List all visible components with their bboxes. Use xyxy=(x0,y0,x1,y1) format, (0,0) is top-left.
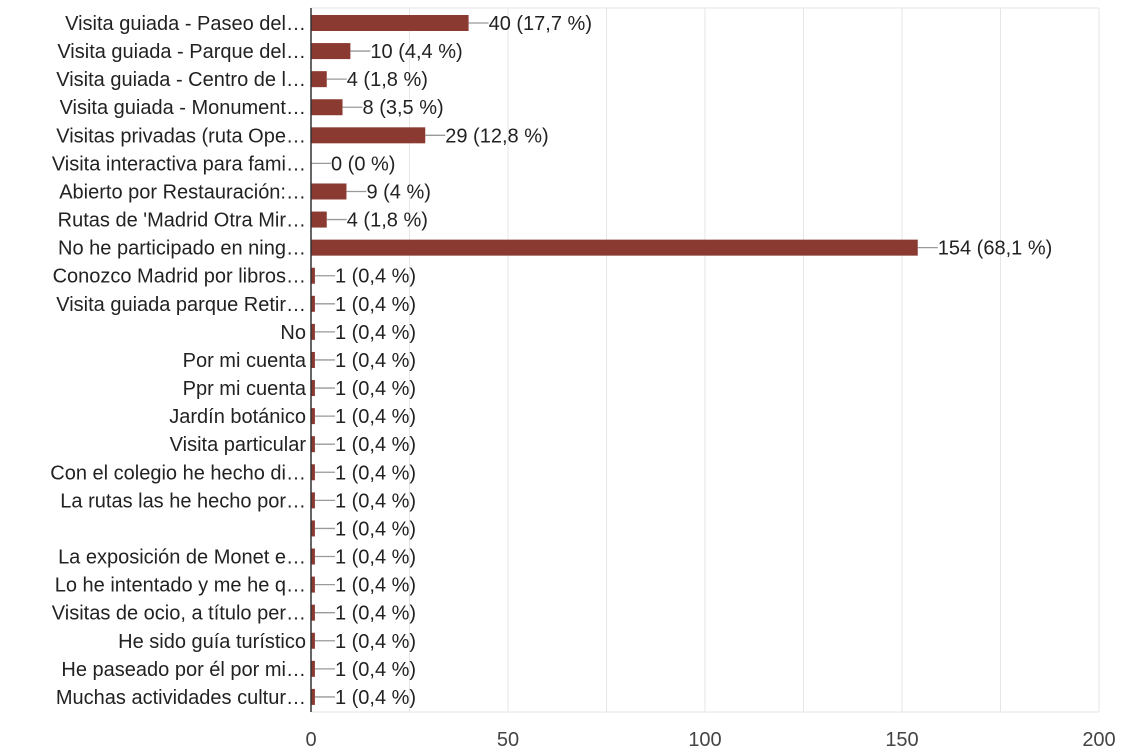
bar xyxy=(311,43,351,60)
bar-value-label: 8 (3,5 %) xyxy=(363,97,444,119)
bar-value-label: 154 (68,1 %) xyxy=(938,238,1053,260)
bar xyxy=(311,688,315,705)
bar-value-label: 1 (0,4 %) xyxy=(335,575,416,597)
value-leaders xyxy=(311,22,938,698)
bar xyxy=(311,239,918,256)
value-labels: 40 (17,7 %) 10 (4,4 %) 4 (1,8 %) 8 (3,5 %)2… xyxy=(331,13,1052,709)
bar-value-label: 29 (12,8 %) xyxy=(445,125,548,147)
bar xyxy=(311,408,315,425)
bar xyxy=(311,604,315,621)
category-label: Visita guiada - Parque del… xyxy=(57,41,306,63)
bar-value-label: 1 (0,4 %) xyxy=(335,266,416,288)
bar-value-label: 1 (0,4 %) xyxy=(335,603,416,625)
gridlines xyxy=(311,7,1100,713)
bar-value-label: 4 (1,8 %) xyxy=(347,210,428,232)
bar xyxy=(311,548,315,565)
x-tick-label: 150 xyxy=(885,729,918,751)
category-label: No xyxy=(280,322,306,344)
bar-value-label: 9 (4 %) xyxy=(366,181,430,203)
bar xyxy=(311,323,315,340)
x-tick-label: 200 xyxy=(1082,729,1115,751)
bar xyxy=(311,99,343,116)
bar xyxy=(311,351,315,368)
category-label: La rutas las he hecho por… xyxy=(60,490,306,512)
category-label: He paseado por él por mi… xyxy=(61,659,306,681)
bar xyxy=(311,267,315,284)
bar xyxy=(311,660,315,677)
bars xyxy=(311,15,918,705)
category-label: Visita guiada - Centro de l… xyxy=(56,69,306,91)
category-label: Visitas privadas (ruta Ope… xyxy=(56,125,306,147)
category-label: Conozco Madrid por libros… xyxy=(53,266,306,288)
bar xyxy=(311,295,315,312)
bar-value-label: 1 (0,4 %) xyxy=(335,378,416,400)
category-label: Visitas de ocio, a título per… xyxy=(52,603,306,625)
bar-value-label: 1 (0,4 %) xyxy=(335,434,416,456)
bar-value-label: 1 (0,4 %) xyxy=(335,547,416,569)
category-label: La exposición de Monet e… xyxy=(58,547,306,569)
category-labels: Visita guiada - Paseo del… Visita guiada … xyxy=(50,13,307,709)
bar xyxy=(311,464,315,481)
bar xyxy=(311,211,327,228)
bar-value-label: 40 (17,7 %) xyxy=(489,13,592,35)
bar-value-label: 1 (0,4 %) xyxy=(335,687,416,709)
category-label: Visita guiada - Paseo del… xyxy=(65,13,306,35)
bar-value-label: 1 (0,4 %) xyxy=(335,631,416,653)
category-label: Visita guiada parque Retir… xyxy=(56,294,306,316)
bar-value-label: 1 (0,4 %) xyxy=(335,406,416,428)
category-label: Visita guiada - Monument… xyxy=(60,97,306,119)
category-label: Con el colegio he hecho di… xyxy=(50,462,306,484)
category-label: Ppr mi cuenta xyxy=(183,378,307,400)
bar xyxy=(311,576,315,593)
bar xyxy=(311,71,327,88)
bar-value-label: 4 (1,8 %) xyxy=(347,69,428,91)
category-label: Rutas de 'Madrid Otra Mir… xyxy=(58,210,306,232)
bar xyxy=(311,183,347,200)
category-label: Abierto por Restauración:… xyxy=(59,181,306,203)
bar xyxy=(311,127,426,144)
bar-value-label: 1 (0,4 %) xyxy=(335,490,416,512)
bar xyxy=(311,632,315,649)
x-tick-label: 0 xyxy=(305,729,316,751)
category-label: Por mi cuenta xyxy=(183,350,307,372)
x-tick-labels: 0 50 100 150 200 xyxy=(305,729,1115,751)
bar-value-label: 1 (0,4 %) xyxy=(335,322,416,344)
bar xyxy=(311,436,315,453)
category-label: Lo he intentado y me he q… xyxy=(55,575,306,597)
category-label: No he participado en ning… xyxy=(58,238,306,260)
x-tick-label: 50 xyxy=(497,729,519,751)
bar xyxy=(311,15,469,31)
bar xyxy=(311,492,315,509)
category-label: Muchas actividades cultur… xyxy=(56,687,306,709)
category-label: Jardín botánico xyxy=(169,406,306,428)
bar-value-label: 1 (0,4 %) xyxy=(335,462,416,484)
bar-value-label: 10 (4,4 %) xyxy=(370,41,462,63)
bar xyxy=(311,520,315,537)
x-tick-label: 100 xyxy=(688,729,721,751)
bar-value-label: 1 (0,4 %) xyxy=(335,350,416,372)
category-label: He sido guía turístico xyxy=(118,631,306,653)
bar-value-label: 1 (0,4 %) xyxy=(335,294,416,316)
category-label: Visita interactiva para fami… xyxy=(52,153,306,175)
bar-value-label: 0 (0 %) xyxy=(331,153,395,175)
bar-value-label: 1 (0,4 %) xyxy=(335,659,416,681)
bar xyxy=(311,380,315,397)
bar-value-label: 1 (0,4 %) xyxy=(335,518,416,540)
category-label: Visita particular xyxy=(170,434,307,456)
